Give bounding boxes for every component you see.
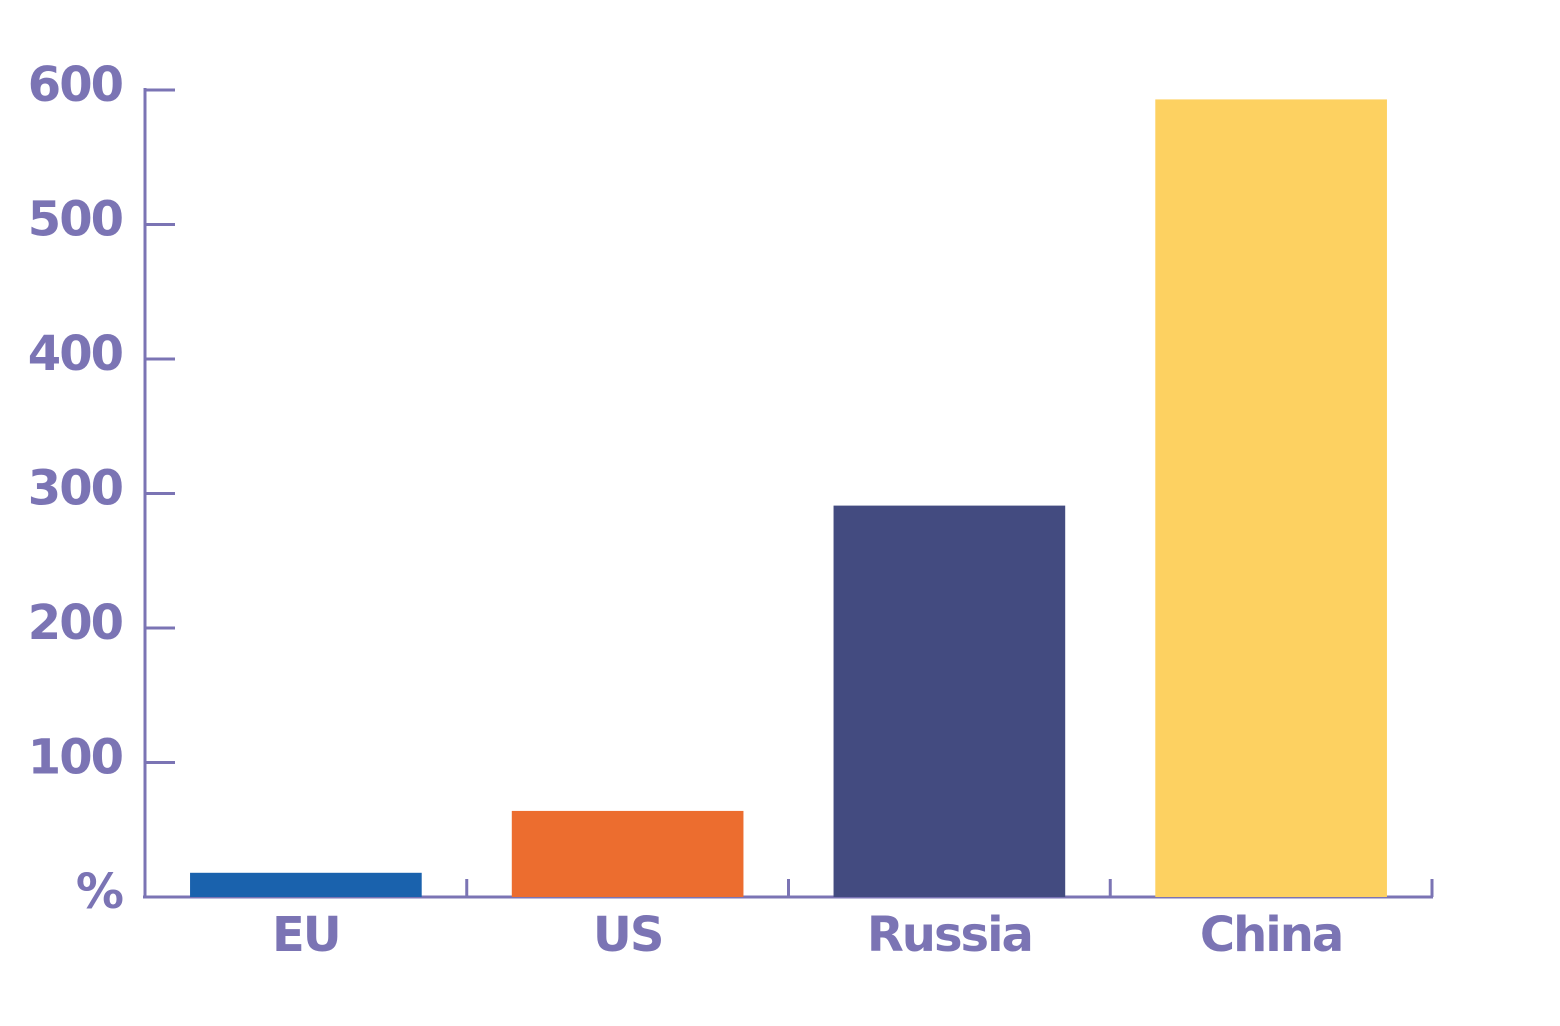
y-tick-label: 100 [28, 730, 123, 786]
x-tick-label: Russia [867, 907, 1032, 963]
bar [190, 872, 422, 897]
y-tick-label: 300 [28, 461, 123, 517]
bar [511, 810, 744, 897]
x-tick-label: China [1200, 907, 1342, 963]
x-tick-label: EU [272, 907, 340, 963]
y-tick-label: 200 [28, 595, 123, 651]
y-tick-label: 600 [28, 57, 123, 113]
x-tick-label: US [593, 907, 663, 963]
y-tick-label: 400 [28, 326, 123, 382]
bar [1155, 99, 1387, 898]
bar [833, 505, 1066, 897]
y-tick-label: 500 [28, 192, 123, 248]
y-tick-label: % [76, 864, 123, 920]
